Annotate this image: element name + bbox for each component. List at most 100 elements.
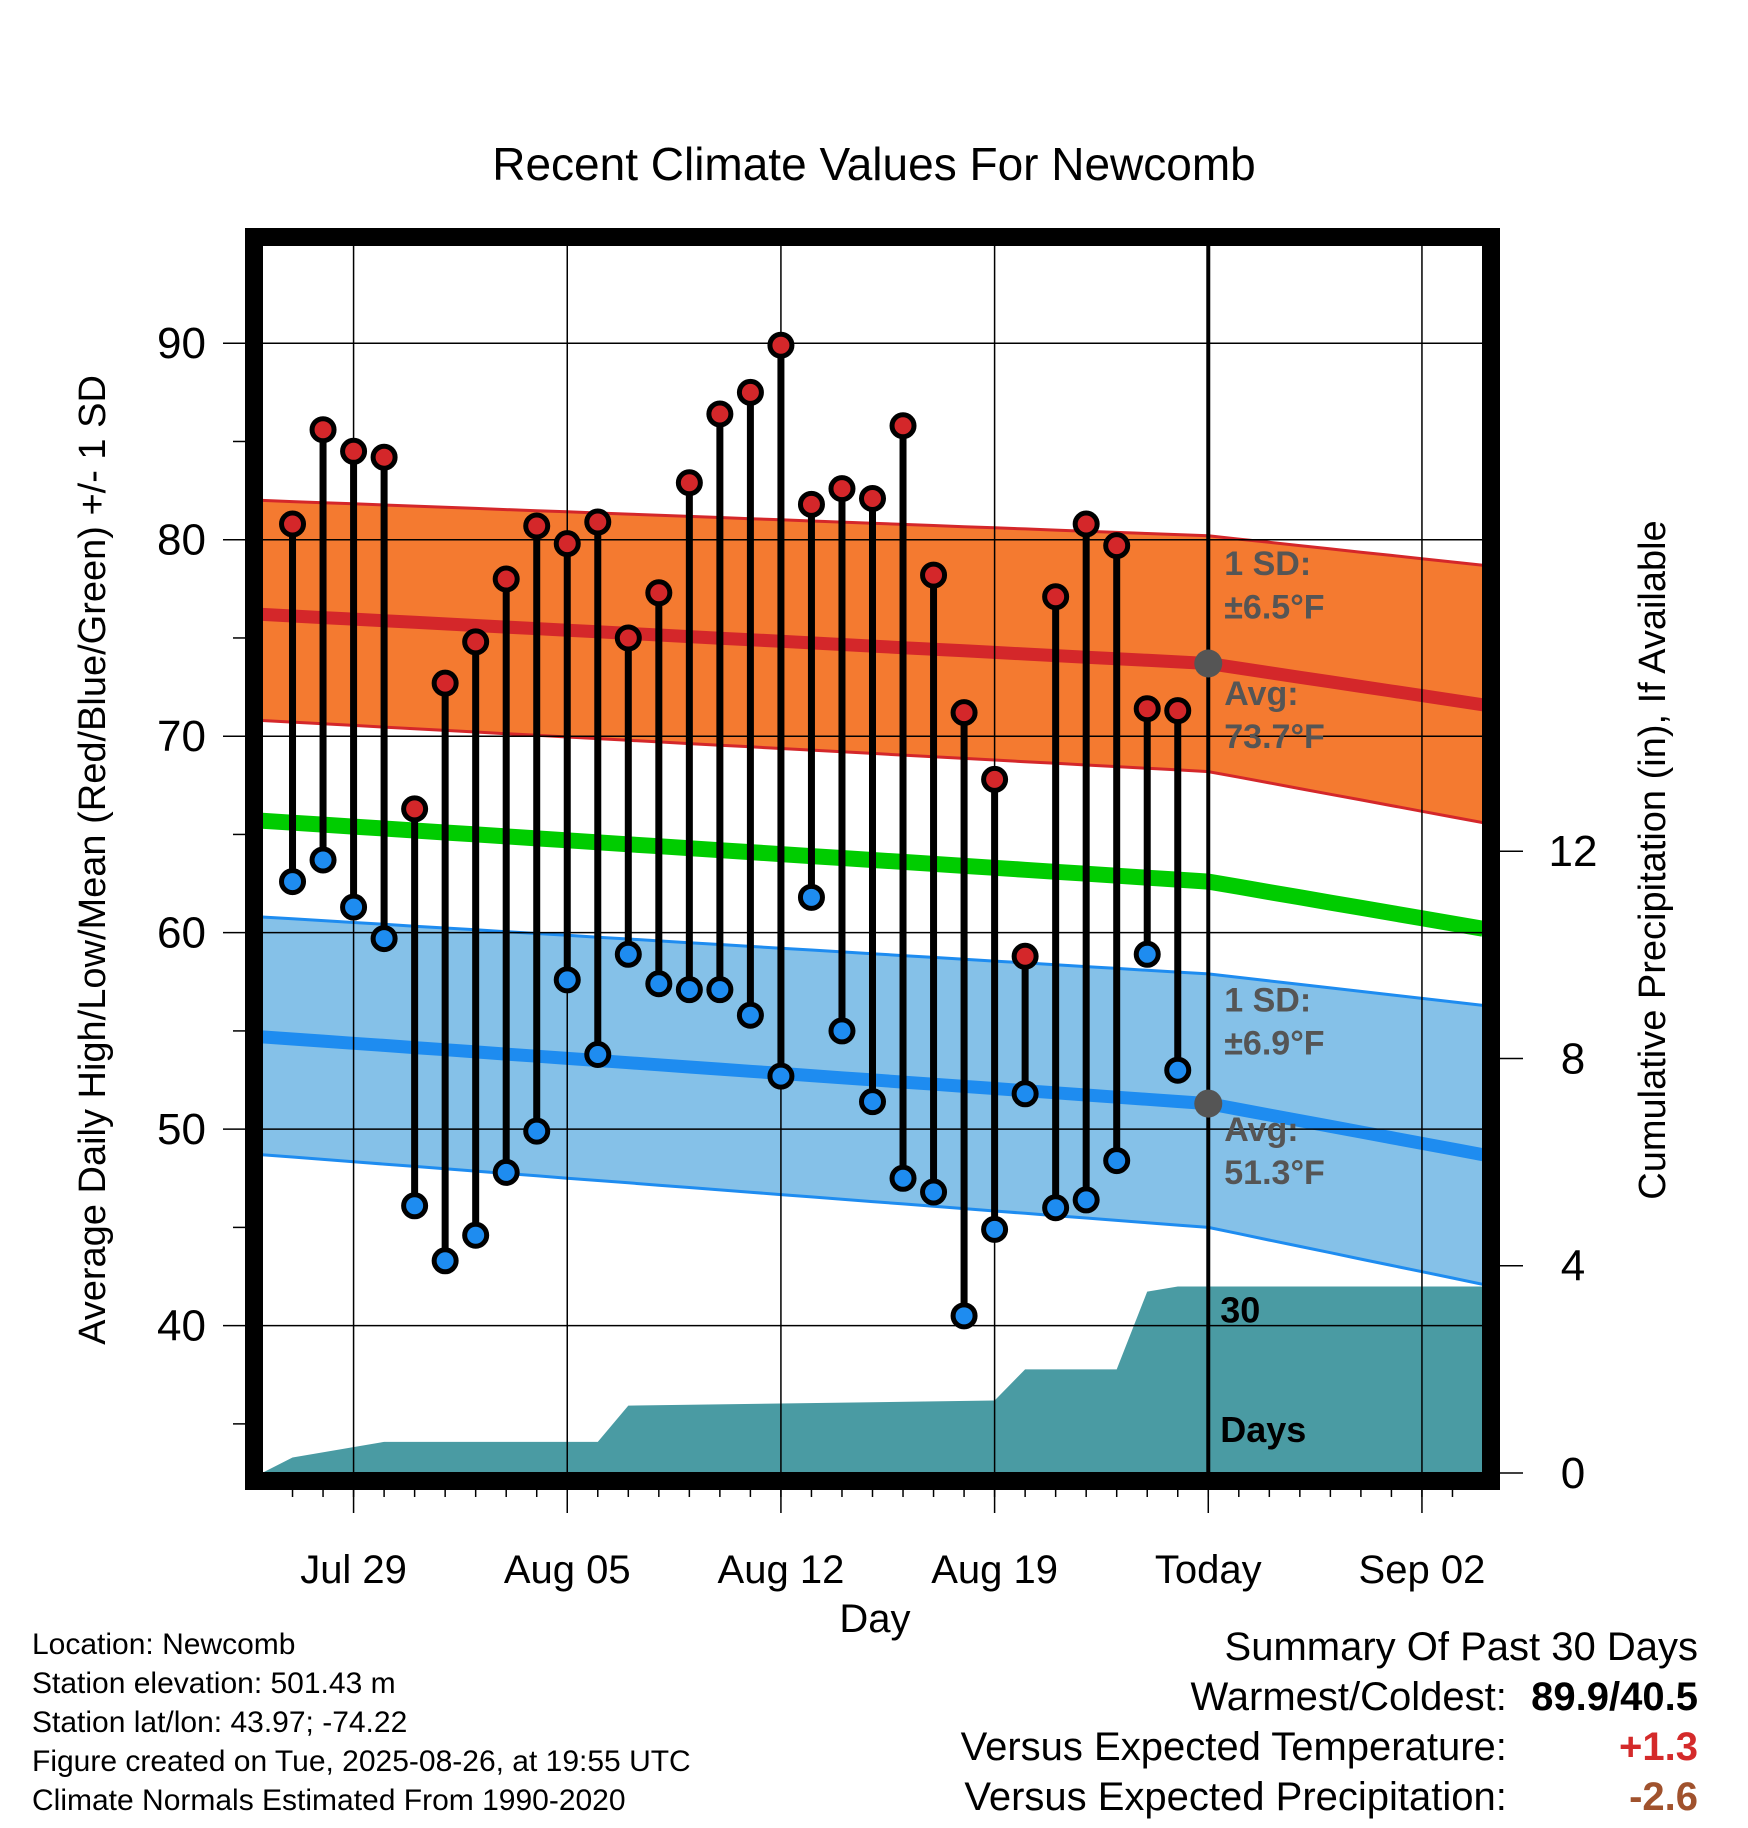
daily-low-point (553, 966, 581, 994)
daily-low-point (401, 1192, 429, 1220)
daily-high-point (706, 400, 734, 428)
daily-low-point (1042, 1194, 1070, 1222)
daily-low-point (370, 925, 398, 953)
daily-high-point (614, 624, 642, 652)
x-tick-label: Aug 05 (504, 1548, 631, 1592)
days-text-label: Days (1220, 1409, 1306, 1450)
summary-warm-cold: Warmest/Coldest: 89.9/40.5 (961, 1672, 1699, 1722)
daily-high-point (1133, 695, 1161, 723)
daily-low-point (523, 1117, 551, 1145)
summary-panel: Summary Of Past 30 Days Warmest/Coldest:… (961, 1622, 1698, 1822)
plot-frame (245, 228, 1500, 1490)
daily-low-point (1103, 1147, 1131, 1175)
daily-high-point (1164, 697, 1192, 725)
summary-temp: Versus Expected Temperature: +1.3 (961, 1722, 1698, 1772)
daily-high-point (859, 484, 886, 512)
x-tick-label: Aug 19 (931, 1548, 1058, 1592)
daily-low-point (645, 970, 673, 998)
precip-value: -2.6 (1629, 1775, 1698, 1819)
daily-high-point (675, 469, 703, 497)
x-axis-label: Day (839, 1597, 910, 1641)
summary-heading: Summary Of Past 30 Days (1224, 1625, 1698, 1669)
daily-high-point (370, 443, 398, 471)
low-sd-value: ±6.9°F (1224, 1024, 1324, 1062)
daily-low-point (797, 883, 825, 911)
x-tick-label: Today (1155, 1548, 1262, 1592)
temp-value: +1.3 (1619, 1725, 1698, 1769)
x-tick-label: Aug 12 (718, 1548, 845, 1592)
daily-low-point (492, 1158, 520, 1186)
daily-low-point (859, 1088, 886, 1116)
daily-high-point (1011, 942, 1039, 970)
daily-low-point (889, 1164, 917, 1192)
daily-high-point (1072, 510, 1100, 538)
y-axis-label: Average Daily High/Low/Mean (Red/Blue/Gr… (72, 375, 114, 1345)
y-tick-label: 80 (157, 516, 206, 565)
daily-high-point (736, 378, 764, 406)
y-tick-label: 50 (157, 1105, 206, 1154)
plot-interior (262, 245, 1483, 1473)
plot-area: 1 SD: ±6.5°F Avg: 73.7°F 1 SD: ±6.9°F Avg: 51.3… (157, 228, 1598, 1592)
daily-low-point (1011, 1080, 1039, 1108)
warm-cold-label: Warmest/Coldest: (1190, 1675, 1507, 1719)
daily-low-point (584, 1040, 612, 1068)
y-tick-label: 60 (157, 909, 206, 958)
created-text: Figure created on Tue, 2025-08-26, at 19… (32, 1745, 691, 1778)
y-tick-label: 90 (157, 319, 206, 368)
daily-high-point (920, 561, 948, 589)
daily-high-point (828, 475, 856, 503)
low-sd-edge (262, 1153, 1483, 1286)
daily-high-point (767, 331, 795, 359)
chart-title: Recent Climate Values For Newcomb (492, 138, 1256, 190)
high-sd-label: 1 SD: (1224, 545, 1311, 583)
daily-low-point (340, 893, 368, 921)
temp-label: Versus Expected Temperature: (960, 1725, 1507, 1769)
high-avg-value: 73.7°F (1224, 718, 1325, 756)
daily-high-point (553, 530, 581, 558)
daily-high-point (431, 669, 459, 697)
low-sd-label: 1 SD: (1224, 981, 1311, 1019)
high-avg-label: Avg: (1224, 675, 1298, 713)
daily-low-point (614, 940, 642, 968)
y2-tick-label: 0 (1561, 1449, 1585, 1498)
latlon-text: Station lat/lon: 43.97; -74.22 (32, 1706, 408, 1739)
precip-label: Versus Expected Precipitation: (964, 1775, 1507, 1819)
y-tick-label: 70 (157, 712, 206, 761)
daily-high-point (584, 508, 612, 536)
normals-text: Climate Normals Estimated From 1990-2020 (32, 1784, 626, 1817)
y2-axis-label: Cumulative Precipitation (in), If Availa… (1632, 520, 1674, 1199)
daily-high-point (523, 512, 551, 540)
warm-cold-value: 89.9/40.5 (1531, 1675, 1698, 1719)
daily-high-point (340, 437, 368, 465)
daily-low-point (309, 846, 337, 874)
daily-low-point (950, 1302, 978, 1330)
today-high-avg-marker (1194, 649, 1223, 678)
daily-low-point (462, 1221, 490, 1249)
precip-area (262, 1286, 1483, 1473)
days-count-label: 30 (1220, 1290, 1260, 1331)
daily-low-point (279, 868, 307, 896)
y2-tick-label: 12 (1549, 827, 1598, 876)
daily-high-point (1042, 583, 1070, 611)
y2-tick-label: 8 (1561, 1034, 1585, 1083)
daily-low-point (1133, 940, 1161, 968)
location-text: Location: Newcomb (32, 1628, 296, 1661)
x-tick-label: Jul 29 (300, 1548, 407, 1592)
low-avg-value: 51.3°F (1224, 1154, 1325, 1192)
station-info: Location: Newcomb Station elevation: 501… (32, 1625, 691, 1820)
daily-low-point (675, 976, 703, 1004)
daily-high-point (462, 628, 490, 656)
y2-tick-label: 4 (1561, 1242, 1585, 1291)
daily-low-point (736, 1001, 764, 1029)
daily-low-point (706, 976, 734, 1004)
daily-high-point (889, 412, 917, 440)
daily-high-point (309, 416, 337, 444)
daily-low-point (828, 1017, 856, 1045)
y-tick-label: 40 (157, 1302, 206, 1351)
low-avg-label: Avg: (1224, 1111, 1298, 1149)
summary-precip: Versus Expected Precipitation: -2.6 (961, 1772, 1698, 1822)
daily-high-point (492, 565, 520, 593)
daily-low-point (981, 1215, 1009, 1243)
today-low-avg-marker (1194, 1089, 1223, 1118)
